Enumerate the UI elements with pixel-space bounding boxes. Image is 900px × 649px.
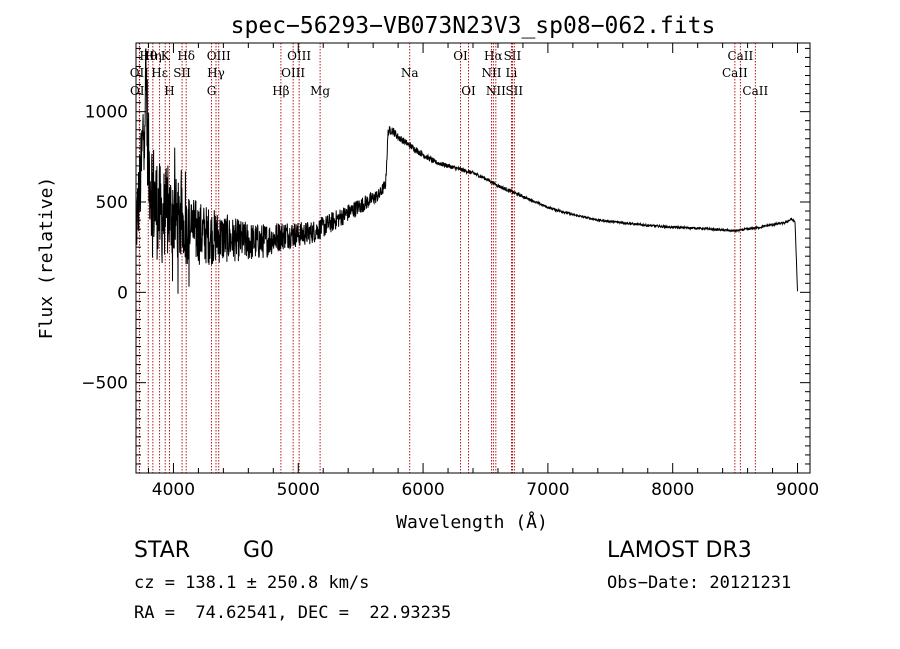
y-tick-label: 0 [117,283,128,303]
line-marker-label: OI [461,84,476,98]
y-tick-label: −500 [81,374,128,394]
line-marker-label: OII [130,84,150,98]
line-marker-label: Hβ [272,84,289,98]
survey-name: LAMOST DR3 [607,538,752,563]
line-marker-label: Li [506,66,518,80]
observation-date: Obs−Date: 20121231 [607,573,792,593]
x-tick-label: 6000 [401,480,444,500]
line-marker-label: Hθ [139,49,157,63]
x-tick-label: 8000 [651,480,694,500]
sky-coordinates: RA = 74.62541, DEC = 22.93235 [134,603,452,623]
x-tick-label: 4000 [152,480,195,500]
line-marker-label: Hα [484,49,503,63]
line-marker-label: CaII [722,66,748,80]
line-marker-label: SII [504,49,522,63]
plot-frame [135,42,811,474]
line-marker-label: NII [486,84,506,98]
spectral-subclass: G0 [243,538,275,563]
line-marker-label: OI [453,49,468,63]
line-marker-label: OIII [207,49,231,63]
line-marker-label: OIII [281,66,305,80]
x-axis-label: Wavelength (Å) [396,511,548,533]
line-marker-label: G [207,84,217,98]
line-marker-label: Na [401,66,419,80]
x-tick-label: 5000 [277,480,320,500]
line-marker-label: SII [173,66,191,80]
x-tick-label: 9000 [776,480,819,500]
chart-title: spec−56293−VB073N23V3_sp08−062.fits [231,13,716,39]
line-marker-label: Hε [151,66,168,80]
line-marker-label: Hγ [207,66,225,80]
line-marker-label: Hδ [177,49,195,63]
line-marker-label: NII [481,66,501,80]
line-marker-label: SII [505,84,523,98]
y-axis-label: Flux (relative) [36,177,57,340]
line-marker-label: H [164,84,174,98]
spectrum-line [135,48,798,294]
y-tick-label: 1000 [85,103,128,123]
line-marker-label: CaII [727,49,753,63]
redshift-velocity: cz = 138.1 ± 250.8 km/s [134,573,370,593]
line-marker-label: Mg [310,84,330,98]
line-marker-label: K [161,49,171,63]
line-marker-label: OIII [287,49,311,63]
axis-ticks: 4000 5000 6000 7000 8000 9000 −500 0 500 1000 [81,43,819,500]
object-class: STAR [134,538,191,563]
x-tick-label: 7000 [526,480,569,500]
y-tick-label: 500 [96,193,128,213]
line-marker-label: CaII [742,84,768,98]
